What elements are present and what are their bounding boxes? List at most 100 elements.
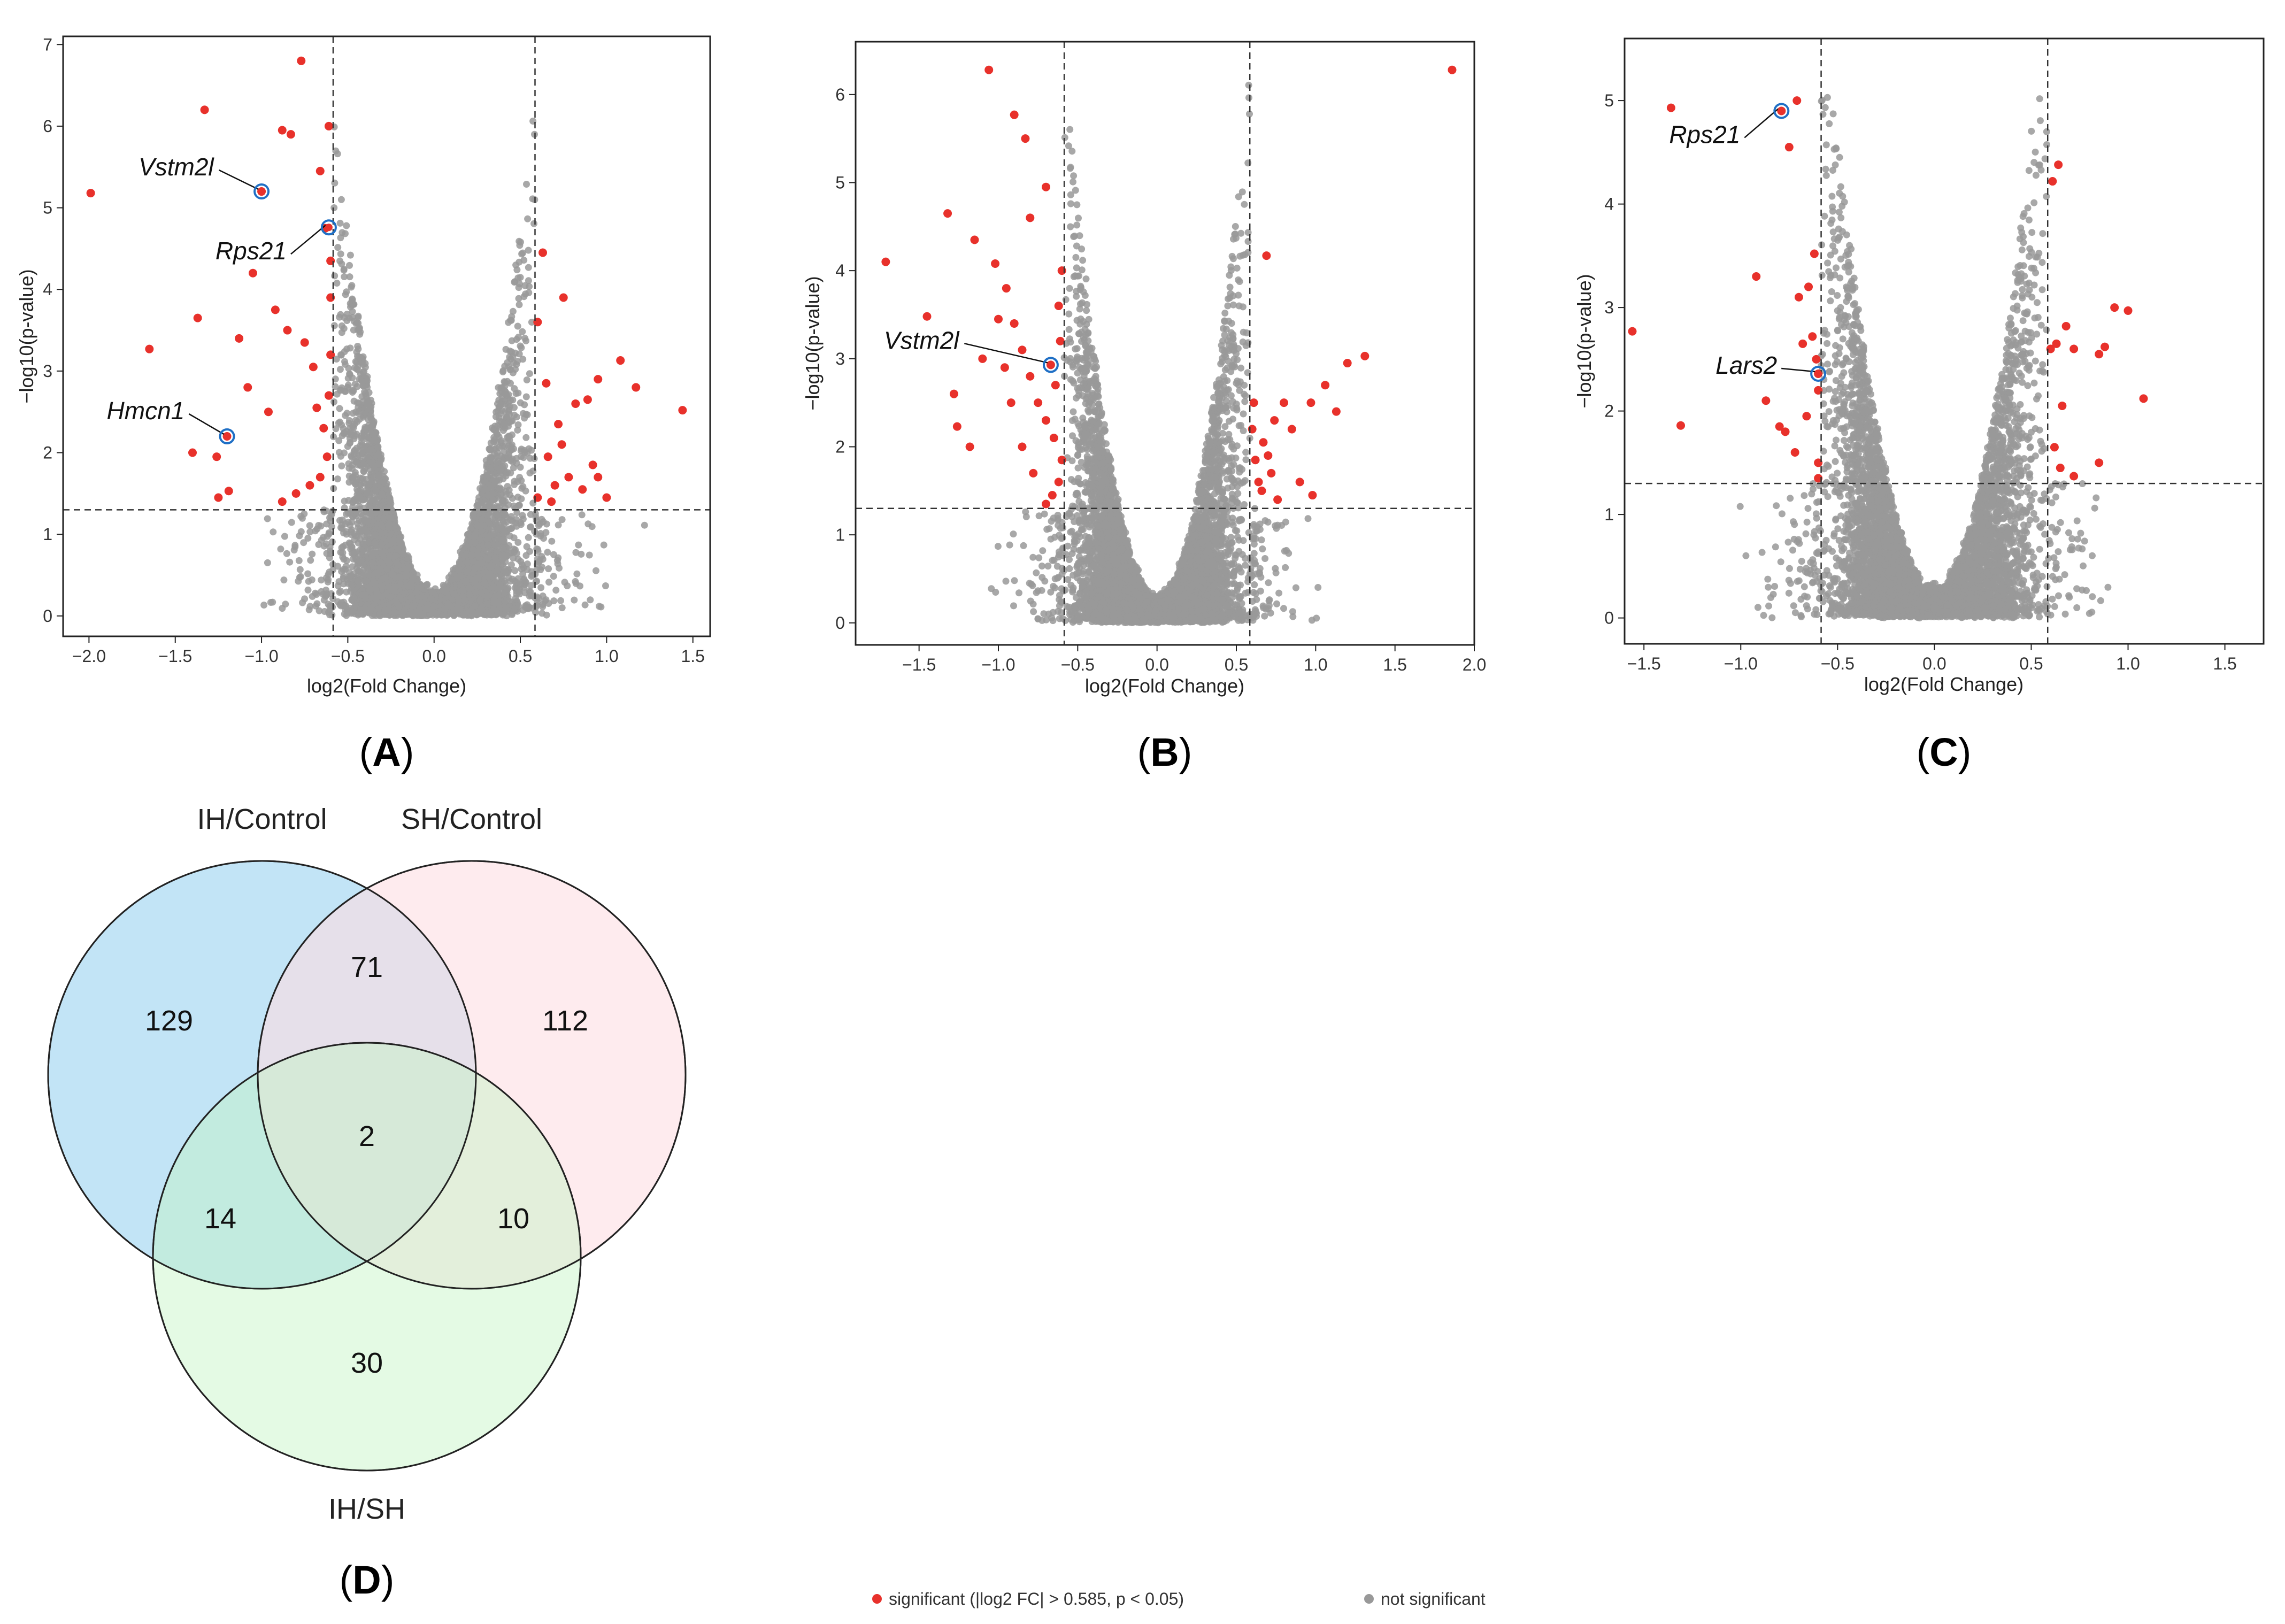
data-point-ns	[348, 609, 356, 616]
data-point-ns	[481, 580, 488, 587]
data-point-ns	[521, 282, 529, 289]
data-point-ns	[510, 464, 517, 472]
data-point-ns	[363, 517, 371, 525]
data-point-ns	[526, 592, 533, 600]
data-point-ns	[347, 438, 354, 446]
data-point-ns	[337, 196, 345, 203]
data-point-ns	[334, 475, 341, 483]
data-point-ns	[296, 566, 304, 573]
data-point-ns	[516, 350, 523, 358]
data-point-ns	[300, 539, 307, 547]
data-point-ns	[550, 573, 557, 580]
data-point-ns	[518, 344, 525, 351]
data-point-ns	[491, 553, 499, 561]
data-point-ns	[514, 274, 522, 282]
data-point-ns	[347, 251, 354, 259]
data-point-ns	[506, 411, 513, 418]
data-point-ns	[482, 486, 489, 493]
data-point-ns	[330, 204, 338, 211]
data-point-ns	[499, 475, 507, 482]
data-point-ns	[600, 541, 607, 549]
data-point-ns	[269, 598, 276, 606]
data-point-ns	[378, 541, 386, 548]
data-point-ns	[557, 597, 564, 604]
data-point-ns	[346, 261, 353, 269]
data-point-ns	[337, 311, 344, 318]
data-point-ns	[378, 490, 386, 497]
data-point-ns	[307, 557, 314, 564]
data-point-ns	[374, 501, 381, 509]
data-point-ns	[515, 295, 522, 302]
data-point-ns	[270, 528, 277, 536]
data-point-ns	[550, 597, 558, 605]
data-point-ns	[353, 430, 360, 438]
data-point-ns	[553, 557, 561, 564]
data-point-ns	[280, 576, 288, 584]
data-point-ns	[350, 397, 358, 405]
data-point-ns	[343, 557, 350, 564]
data-point-ns	[352, 408, 360, 415]
data-point-ns	[527, 523, 534, 530]
data-point-ns	[522, 337, 530, 344]
data-point-ns	[372, 487, 380, 494]
data-point-ns	[336, 366, 344, 373]
data-point-ns	[513, 455, 520, 462]
data-point-ns	[337, 250, 344, 258]
data-point-ns	[501, 378, 508, 386]
data-point-ns	[353, 458, 360, 466]
data-point-ns	[491, 436, 498, 443]
data-point-ns	[511, 567, 519, 574]
data-point-ns	[513, 413, 520, 421]
data-point-ns	[345, 479, 353, 486]
data-point-ns	[349, 374, 356, 382]
data-point-ns	[581, 601, 589, 609]
data-point-ns	[348, 282, 356, 289]
data-point-ns	[338, 322, 345, 329]
data-point-ns	[522, 411, 530, 418]
data-point-ns	[330, 322, 338, 329]
data-point-ns	[336, 405, 343, 412]
data-point-ns	[350, 594, 358, 602]
data-point-ns	[352, 471, 359, 479]
data-point-ns	[587, 596, 594, 604]
data-point-ns	[368, 507, 375, 514]
data-point-ns	[571, 596, 578, 604]
data-point-ns	[511, 404, 518, 411]
data-point-ns	[338, 329, 345, 336]
data-point-ns	[338, 568, 345, 575]
data-point-ns	[343, 410, 351, 417]
data-point-ns	[530, 455, 538, 463]
data-point-ns	[317, 522, 325, 530]
plot-points-a	[86, 56, 687, 620]
data-point-ns	[539, 592, 547, 599]
data-point-ns	[517, 399, 524, 406]
data-point-ns	[328, 523, 335, 530]
data-point-ns	[463, 568, 471, 576]
data-point-ns	[328, 538, 336, 545]
data-point-ns	[286, 558, 294, 566]
data-point-ns	[389, 571, 396, 578]
data-point-ns	[528, 447, 535, 454]
data-point-ns	[312, 602, 319, 610]
data-point-ns	[347, 344, 354, 352]
data-point-ns	[526, 470, 534, 476]
data-point-ns	[345, 417, 353, 424]
data-point-ns	[291, 542, 299, 549]
data-point-ns	[530, 220, 537, 227]
data-point-ns	[516, 502, 523, 509]
data-point-ns	[370, 436, 378, 444]
data-point-ns	[456, 560, 463, 567]
data-point-ns	[493, 459, 501, 466]
data-point-ns	[524, 215, 532, 222]
data-point-ns	[525, 264, 532, 271]
data-point-ns	[353, 383, 361, 390]
data-point-ns	[499, 553, 507, 560]
data-point-ns	[522, 434, 530, 441]
data-point-ns	[523, 376, 530, 383]
data-point-ns	[513, 522, 520, 530]
data-point-ns	[383, 565, 391, 573]
data-point-ns	[295, 557, 303, 564]
data-point-ns	[357, 353, 365, 361]
data-point-ns	[264, 559, 271, 566]
